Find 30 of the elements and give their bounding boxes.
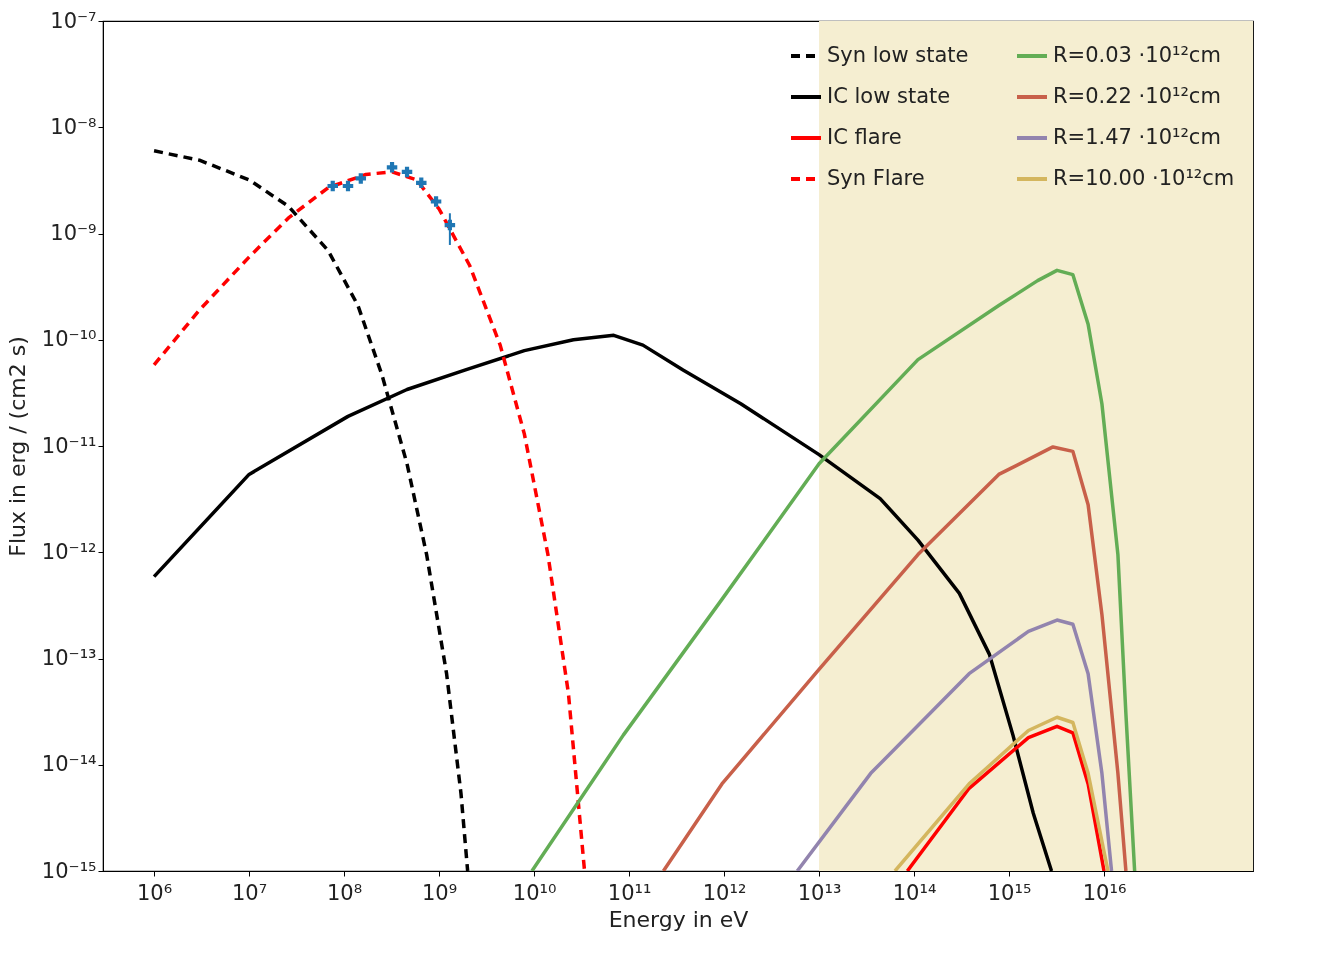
x-tick-label: 10¹¹ [607,880,652,905]
x-tick-label: 10¹⁰ [512,880,557,905]
x-tick-label: 10⁹ [421,880,458,905]
x-tick-label: 10¹³ [797,880,842,905]
y-tick-label: 10⁻¹¹ [41,433,97,458]
x-axis-title: Energy in eV [608,906,749,932]
x-tick-label: 10¹⁶ [1082,880,1127,905]
x-tick-label: 10¹² [702,880,747,905]
y-tick-label: 10⁻⁸ [50,114,97,139]
y-tick-label: 10⁻¹² [41,539,97,564]
legend-label: R=0.03 ·10¹²cm [1053,43,1221,67]
legend-label: Syn Flare [827,166,925,190]
legend-label: R=10.00 ·10¹²cm [1053,166,1235,190]
y-tick-label: 10⁻⁹ [50,221,97,245]
legend-label: IC flare [827,125,902,149]
x-tick-label: 10¹⁵ [987,880,1032,905]
y-tick-label: 10⁻¹³ [41,646,97,670]
y-tick-label: 10⁻⁷ [50,8,97,33]
y-tick-label: 10⁻¹⁴ [41,752,97,777]
x-tick-label: 10⁶ [137,880,173,905]
x-tick-label: 10⁸ [326,880,363,905]
legend-label: R=1.47 ·10¹²cm [1053,125,1221,149]
legend-label: Syn low state [827,43,969,67]
legend-label: R=0.22 ·10¹²cm [1053,84,1221,108]
y-axis-title: Flux in erg / (cm2 s) [4,336,30,557]
x-tick-label: 10¹⁴ [892,880,937,905]
x-tick-label: 10⁷ [232,880,268,905]
legend-label: IC low state [827,84,951,108]
y-tick-label: 10⁻¹⁰ [41,327,97,352]
y-tick-label: 10⁻¹⁵ [41,858,97,883]
